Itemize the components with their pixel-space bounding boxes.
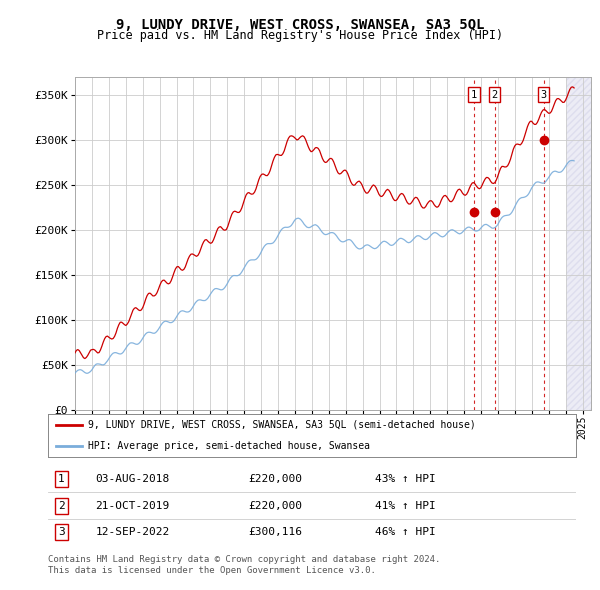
Text: This data is licensed under the Open Government Licence v3.0.: This data is licensed under the Open Gov… — [48, 566, 376, 575]
Text: 41% ↑ HPI: 41% ↑ HPI — [376, 501, 436, 510]
Text: 9, LUNDY DRIVE, WEST CROSS, SWANSEA, SA3 5QL (semi-detached house): 9, LUNDY DRIVE, WEST CROSS, SWANSEA, SA3… — [88, 420, 475, 430]
Text: HPI: Average price, semi-detached house, Swansea: HPI: Average price, semi-detached house,… — [88, 441, 370, 451]
Bar — [566, 77, 599, 410]
Text: Contains HM Land Registry data © Crown copyright and database right 2024.: Contains HM Land Registry data © Crown c… — [48, 555, 440, 563]
Bar — [566, 77, 599, 410]
Text: 9, LUNDY DRIVE, WEST CROSS, SWANSEA, SA3 5QL: 9, LUNDY DRIVE, WEST CROSS, SWANSEA, SA3… — [116, 18, 484, 32]
Text: 2: 2 — [58, 501, 65, 510]
Text: 1: 1 — [471, 90, 477, 100]
Text: 46% ↑ HPI: 46% ↑ HPI — [376, 527, 436, 537]
Text: £220,000: £220,000 — [248, 501, 302, 510]
Text: 2: 2 — [491, 90, 497, 100]
Text: £220,000: £220,000 — [248, 474, 302, 484]
Text: 3: 3 — [541, 90, 547, 100]
Text: 12-SEP-2022: 12-SEP-2022 — [95, 527, 170, 537]
Text: 21-OCT-2019: 21-OCT-2019 — [95, 501, 170, 510]
Text: 1: 1 — [58, 474, 65, 484]
Text: £300,116: £300,116 — [248, 527, 302, 537]
Text: 3: 3 — [58, 527, 65, 537]
Text: Price paid vs. HM Land Registry's House Price Index (HPI): Price paid vs. HM Land Registry's House … — [97, 30, 503, 42]
Text: 03-AUG-2018: 03-AUG-2018 — [95, 474, 170, 484]
Text: 43% ↑ HPI: 43% ↑ HPI — [376, 474, 436, 484]
